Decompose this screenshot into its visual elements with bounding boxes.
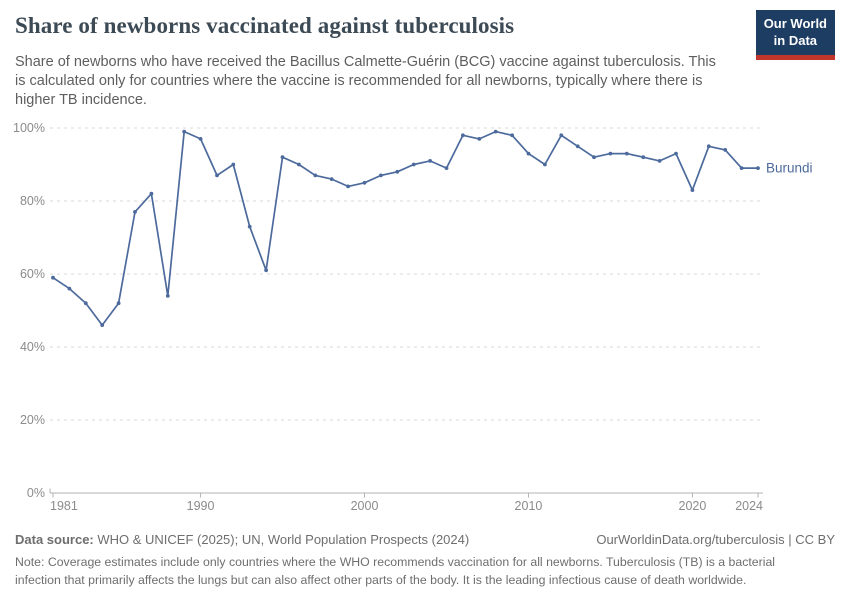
y-axis-label: 0% <box>27 486 45 500</box>
note-text: Coverage estimates include only countrie… <box>15 555 776 588</box>
data-point <box>133 210 137 214</box>
x-axis-label: 2000 <box>351 499 379 513</box>
data-point <box>116 301 121 306</box>
chart-footer-row: Data source: WHO & UNICEF (2025); UN, Wo… <box>15 532 835 547</box>
data-point <box>477 137 482 141</box>
data-point <box>543 162 547 167</box>
data-point <box>264 268 268 273</box>
data-point <box>674 151 678 156</box>
data-point <box>641 155 646 160</box>
page-title: Share of newborns vaccinated against tub… <box>15 13 515 38</box>
data-point <box>739 166 744 170</box>
y-axis-label: 80% <box>20 194 45 208</box>
data-point <box>379 173 383 178</box>
data-point <box>67 286 72 291</box>
data-point <box>575 144 580 149</box>
data-point <box>510 133 514 138</box>
data-point <box>280 155 285 160</box>
entity-label-burundi: Burundi <box>766 161 813 176</box>
x-axis-label: 1981 <box>50 499 78 513</box>
data-point <box>493 129 498 134</box>
data-point <box>362 180 367 185</box>
data-point <box>428 159 432 163</box>
data-source-text: WHO & UNICEF (2025); UN, World Populatio… <box>93 532 470 547</box>
line-chart: 0% 20% 40% 60% 80% 100% 1981 1990 2000 2010 2020 20… <box>13 121 813 513</box>
data-point <box>100 323 105 327</box>
data-point <box>592 155 596 160</box>
data-point <box>526 151 531 156</box>
y-axis-label: 60% <box>20 267 45 281</box>
data-point <box>411 162 416 167</box>
data-point <box>723 148 728 152</box>
x-axis-label: 2024 <box>735 499 763 513</box>
data-point <box>149 191 154 196</box>
data-point <box>247 224 252 229</box>
data-point <box>198 137 203 141</box>
data-point <box>657 159 662 163</box>
data-point <box>559 133 564 138</box>
owid-license-link[interactable]: OurWorldinData.org/tuberculosis | CC BY <box>596 532 835 547</box>
x-axis-label: 2010 <box>515 499 543 513</box>
data-point <box>444 166 449 170</box>
note-label: Note: <box>15 555 45 569</box>
chart-subtitle: Share of newborns who have received the … <box>15 54 716 109</box>
data-point <box>706 144 711 149</box>
chart-note: Note: Coverage estimates include only co… <box>15 553 835 590</box>
data-point <box>297 162 301 167</box>
data-point <box>182 129 187 134</box>
data-point <box>51 275 55 280</box>
data-source-line: Data source: WHO & UNICEF (2025); UN, Wo… <box>15 532 469 547</box>
data-point <box>690 188 695 192</box>
x-axis-label: 1990 <box>187 499 215 513</box>
data-point <box>313 173 318 178</box>
data-point <box>231 162 236 167</box>
data-point <box>165 294 170 298</box>
data-point <box>395 169 400 174</box>
y-axis-label: 40% <box>20 340 45 354</box>
burundi-line <box>52 130 759 326</box>
data-point <box>346 184 350 189</box>
y-axis-label: 20% <box>20 413 45 427</box>
x-axis-label: 2020 <box>679 499 707 513</box>
data-point <box>215 173 219 178</box>
data-point <box>83 301 88 306</box>
data-point <box>608 151 613 156</box>
data-point <box>756 166 760 170</box>
data-point <box>329 177 334 181</box>
data-source-label: Data source: <box>15 532 94 547</box>
data-point <box>461 133 465 138</box>
owid-logo[interactable]: Our World in Data <box>755 10 835 60</box>
y-axis-label: 100% <box>13 121 45 135</box>
data-point <box>624 151 629 156</box>
